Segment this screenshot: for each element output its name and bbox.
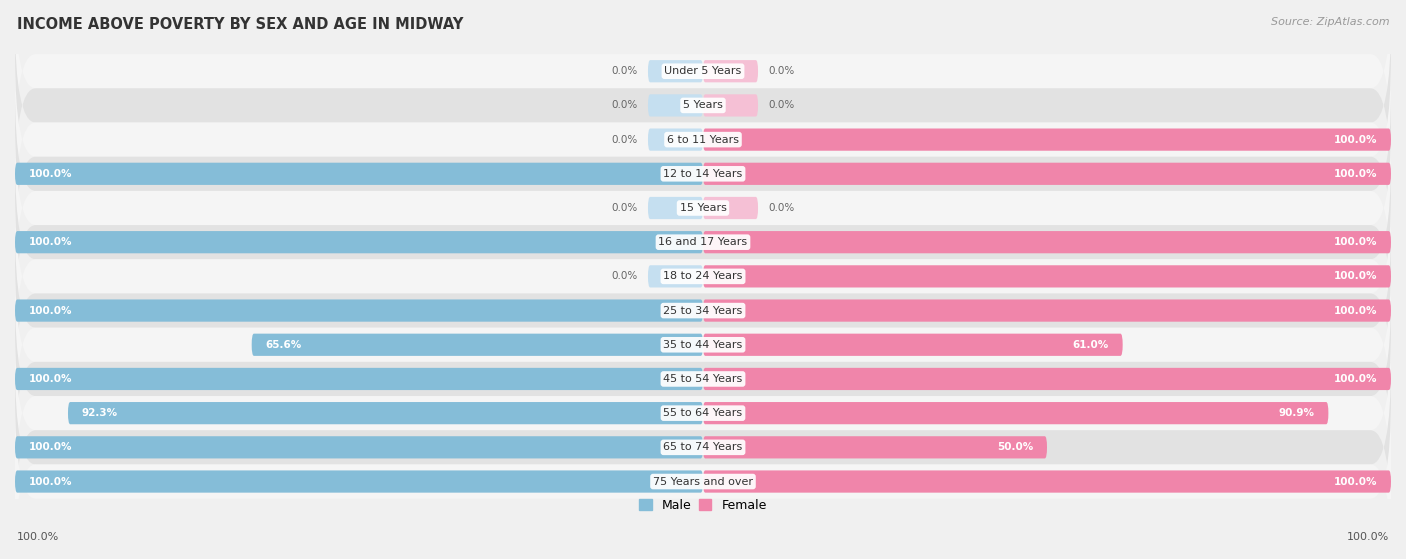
Text: 100.0%: 100.0% — [1334, 374, 1378, 384]
Text: 100.0%: 100.0% — [28, 237, 72, 247]
Text: 0.0%: 0.0% — [768, 203, 794, 213]
Text: 75 Years and over: 75 Years and over — [652, 476, 754, 486]
FancyBboxPatch shape — [703, 197, 758, 219]
Text: 55 to 64 Years: 55 to 64 Years — [664, 408, 742, 418]
FancyBboxPatch shape — [703, 94, 758, 116]
Text: 100.0%: 100.0% — [1334, 237, 1378, 247]
FancyBboxPatch shape — [648, 129, 703, 151]
Text: 0.0%: 0.0% — [612, 66, 638, 76]
FancyBboxPatch shape — [648, 60, 703, 82]
FancyBboxPatch shape — [252, 334, 703, 356]
FancyBboxPatch shape — [15, 225, 1391, 396]
Text: 25 to 34 Years: 25 to 34 Years — [664, 306, 742, 316]
FancyBboxPatch shape — [67, 402, 703, 424]
Text: 61.0%: 61.0% — [1073, 340, 1109, 350]
FancyBboxPatch shape — [15, 54, 1391, 225]
FancyBboxPatch shape — [15, 259, 1391, 430]
Text: INCOME ABOVE POVERTY BY SEX AND AGE IN MIDWAY: INCOME ABOVE POVERTY BY SEX AND AGE IN M… — [17, 17, 463, 32]
Text: 100.0%: 100.0% — [28, 306, 72, 316]
Text: 18 to 24 Years: 18 to 24 Years — [664, 271, 742, 281]
FancyBboxPatch shape — [703, 231, 1391, 253]
Text: Under 5 Years: Under 5 Years — [665, 66, 741, 76]
Text: 15 Years: 15 Years — [679, 203, 727, 213]
FancyBboxPatch shape — [15, 362, 1391, 533]
Text: 0.0%: 0.0% — [612, 101, 638, 111]
FancyBboxPatch shape — [15, 471, 703, 492]
FancyBboxPatch shape — [703, 163, 1391, 185]
Text: 100.0%: 100.0% — [28, 442, 72, 452]
Text: 100.0%: 100.0% — [1334, 306, 1378, 316]
Text: 100.0%: 100.0% — [17, 532, 59, 542]
FancyBboxPatch shape — [15, 300, 703, 321]
FancyBboxPatch shape — [15, 191, 1391, 362]
Text: 0.0%: 0.0% — [612, 135, 638, 145]
Text: 100.0%: 100.0% — [1334, 135, 1378, 145]
FancyBboxPatch shape — [703, 402, 1329, 424]
FancyBboxPatch shape — [703, 266, 1391, 287]
FancyBboxPatch shape — [15, 436, 703, 458]
Text: 100.0%: 100.0% — [1347, 532, 1389, 542]
Text: 65.6%: 65.6% — [266, 340, 302, 350]
FancyBboxPatch shape — [15, 20, 1391, 191]
FancyBboxPatch shape — [15, 122, 1391, 293]
FancyBboxPatch shape — [703, 300, 1391, 321]
Text: 6 to 11 Years: 6 to 11 Years — [666, 135, 740, 145]
Text: 0.0%: 0.0% — [768, 66, 794, 76]
Text: 100.0%: 100.0% — [28, 476, 72, 486]
Text: 5 Years: 5 Years — [683, 101, 723, 111]
FancyBboxPatch shape — [703, 334, 1122, 356]
Text: Source: ZipAtlas.com: Source: ZipAtlas.com — [1271, 17, 1389, 27]
FancyBboxPatch shape — [15, 157, 1391, 328]
Text: 100.0%: 100.0% — [28, 374, 72, 384]
Text: 12 to 14 Years: 12 to 14 Years — [664, 169, 742, 179]
Text: 35 to 44 Years: 35 to 44 Years — [664, 340, 742, 350]
FancyBboxPatch shape — [648, 94, 703, 116]
Text: 65 to 74 Years: 65 to 74 Years — [664, 442, 742, 452]
FancyBboxPatch shape — [703, 471, 1391, 492]
Text: 100.0%: 100.0% — [1334, 476, 1378, 486]
Legend: Male, Female: Male, Female — [634, 494, 772, 517]
FancyBboxPatch shape — [703, 129, 1391, 151]
Text: 16 and 17 Years: 16 and 17 Years — [658, 237, 748, 247]
FancyBboxPatch shape — [15, 396, 1391, 559]
FancyBboxPatch shape — [15, 293, 1391, 465]
Text: 92.3%: 92.3% — [82, 408, 118, 418]
Text: 0.0%: 0.0% — [612, 203, 638, 213]
FancyBboxPatch shape — [703, 436, 1047, 458]
FancyBboxPatch shape — [648, 266, 703, 287]
FancyBboxPatch shape — [15, 328, 1391, 499]
Text: 0.0%: 0.0% — [612, 271, 638, 281]
FancyBboxPatch shape — [648, 197, 703, 219]
Text: 90.9%: 90.9% — [1278, 408, 1315, 418]
FancyBboxPatch shape — [15, 368, 703, 390]
Text: 0.0%: 0.0% — [768, 101, 794, 111]
Text: 45 to 54 Years: 45 to 54 Years — [664, 374, 742, 384]
FancyBboxPatch shape — [15, 0, 1391, 157]
Text: 100.0%: 100.0% — [1334, 169, 1378, 179]
FancyBboxPatch shape — [15, 163, 703, 185]
Text: 100.0%: 100.0% — [1334, 271, 1378, 281]
FancyBboxPatch shape — [15, 231, 703, 253]
Text: 50.0%: 50.0% — [997, 442, 1033, 452]
FancyBboxPatch shape — [703, 368, 1391, 390]
FancyBboxPatch shape — [703, 60, 758, 82]
Text: 100.0%: 100.0% — [28, 169, 72, 179]
FancyBboxPatch shape — [15, 88, 1391, 259]
